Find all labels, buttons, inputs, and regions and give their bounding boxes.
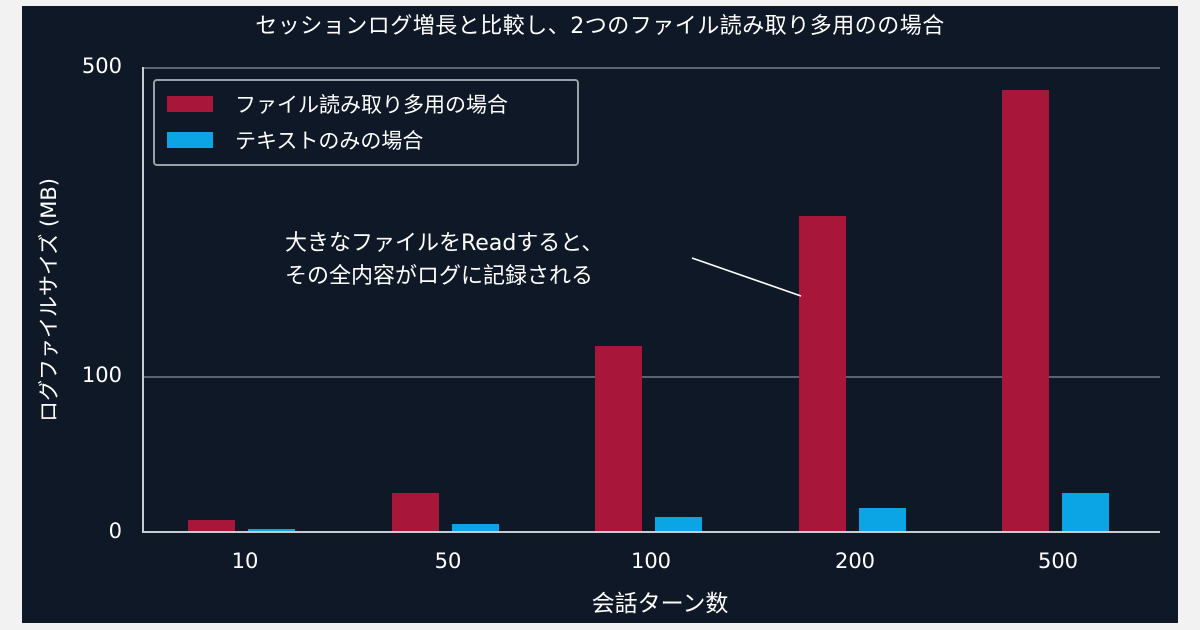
- x-tick-500: 500: [1037, 549, 1079, 573]
- x-axis-line: [142, 531, 1160, 533]
- bar-text-only-50: [451, 523, 499, 532]
- legend-item-file-read: ファイル読み取り多用の場合: [167, 89, 508, 119]
- y-tick-500: 500: [81, 54, 122, 78]
- chart-title: セッションログ増長と比較し、2つのファイル読み取り多用のの場合: [255, 14, 945, 39]
- bar-text-only-10: [247, 528, 295, 532]
- bar-file-read-100: [594, 345, 642, 532]
- plot-area: [142, 67, 1160, 533]
- x-tick-10: 10: [231, 549, 259, 573]
- x-tick-200: 200: [834, 549, 876, 573]
- bar-file-read-10: [187, 519, 235, 532]
- y-tick-100: 100: [81, 363, 122, 387]
- x-tick-100: 100: [630, 549, 672, 573]
- legend-label: ファイル読み取り多用の場合: [235, 93, 508, 117]
- gridline-100: [142, 376, 1160, 378]
- annotation-line-1: 大きなファイルをReadすると、: [285, 231, 604, 256]
- legend: ファイル読み取り多用の場合 テキストのみの場合: [153, 79, 579, 166]
- legend-item-text-only: テキストのみの場合: [167, 125, 423, 155]
- x-axis-label: 会話ターン数: [591, 591, 729, 617]
- y-tick-0: 0: [108, 519, 122, 543]
- bar-text-only-200: [858, 508, 906, 532]
- bar-file-read-200: [798, 216, 846, 532]
- bar-text-only-500: [1061, 492, 1109, 532]
- legend-swatch-red: [167, 96, 213, 112]
- bar-text-only-100: [654, 516, 702, 532]
- legend-swatch-blue: [167, 132, 213, 148]
- y-axis-line: [142, 67, 144, 533]
- legend-label: テキストのみの場合: [235, 129, 424, 153]
- bar-file-read-500: [1001, 89, 1049, 532]
- y-axis-label: ログファイルサイズ (MB): [37, 178, 61, 422]
- x-tick-50: 50: [434, 549, 462, 573]
- bar-file-read-50: [391, 492, 439, 532]
- gridline-500: [142, 67, 1160, 69]
- annotation-line-2: その全内容がログに記録される: [285, 264, 594, 289]
- annotation-text: 大きなファイルをReadすると、 その全内容がログに記録される: [285, 227, 603, 293]
